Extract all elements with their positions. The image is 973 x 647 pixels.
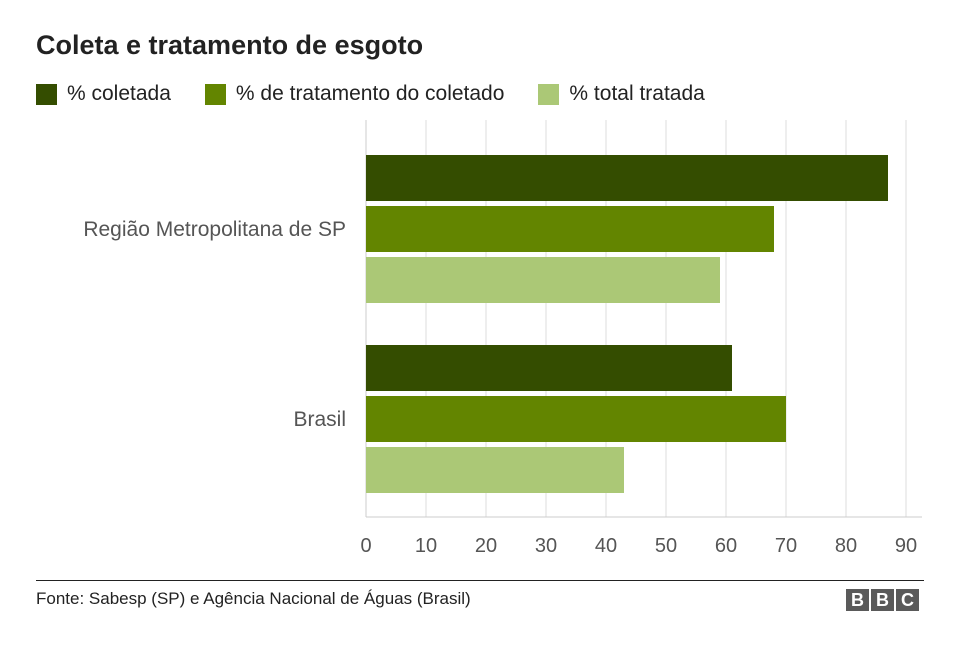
legend-item-coletada: % coletada	[36, 82, 171, 106]
bar	[366, 345, 732, 391]
x-tick-label: 20	[475, 535, 497, 557]
bbc-logo: B B C	[846, 589, 921, 611]
legend-label-total-tratada: % total tratada	[569, 82, 705, 105]
x-tick-label: 0	[360, 535, 371, 557]
bar-chart: 0 10 20 30 40 50 60 70 80 90 Região Metropolitana …	[83, 120, 922, 557]
legend-label-tratamento: % de tratamento do coletado	[235, 82, 505, 105]
footer-divider	[36, 580, 924, 581]
x-tick-label: 40	[595, 535, 617, 557]
x-tick-label: 60	[715, 535, 737, 557]
bar	[366, 206, 774, 252]
x-tick-label: 90	[895, 535, 917, 557]
bar	[366, 396, 786, 442]
bar	[366, 257, 720, 303]
x-tick-label: 50	[655, 535, 677, 557]
legend-label-coletada: % coletada	[67, 82, 171, 105]
chart-legend: % coletada % de tratamento do coletado %…	[36, 82, 739, 106]
x-tick-label: 80	[835, 535, 857, 557]
x-tick-label: 30	[535, 535, 557, 557]
bbc-logo-letter: C	[896, 589, 919, 611]
x-tick-label: 70	[775, 535, 797, 557]
x-tick-label: 10	[415, 535, 437, 557]
source-note: Fonte: Sabesp (SP) e Agência Nacional de…	[36, 589, 471, 608]
category-label: Região Metropolitana de SP	[83, 218, 346, 241]
bbc-logo-letter: B	[871, 589, 894, 611]
legend-swatch-tratamento	[204, 83, 226, 105]
bar	[366, 447, 624, 493]
bar	[366, 155, 888, 201]
legend-item-total-tratada: % total tratada	[538, 82, 705, 106]
legend-item-tratamento: % de tratamento do coletado	[204, 82, 505, 106]
chart-title: Coleta e tratamento de esgoto	[36, 30, 424, 60]
category-label: Brasil	[293, 408, 346, 431]
bbc-logo-letter: B	[846, 589, 869, 611]
legend-swatch-coletada	[36, 83, 57, 105]
legend-swatch-total-tratada	[538, 83, 560, 105]
